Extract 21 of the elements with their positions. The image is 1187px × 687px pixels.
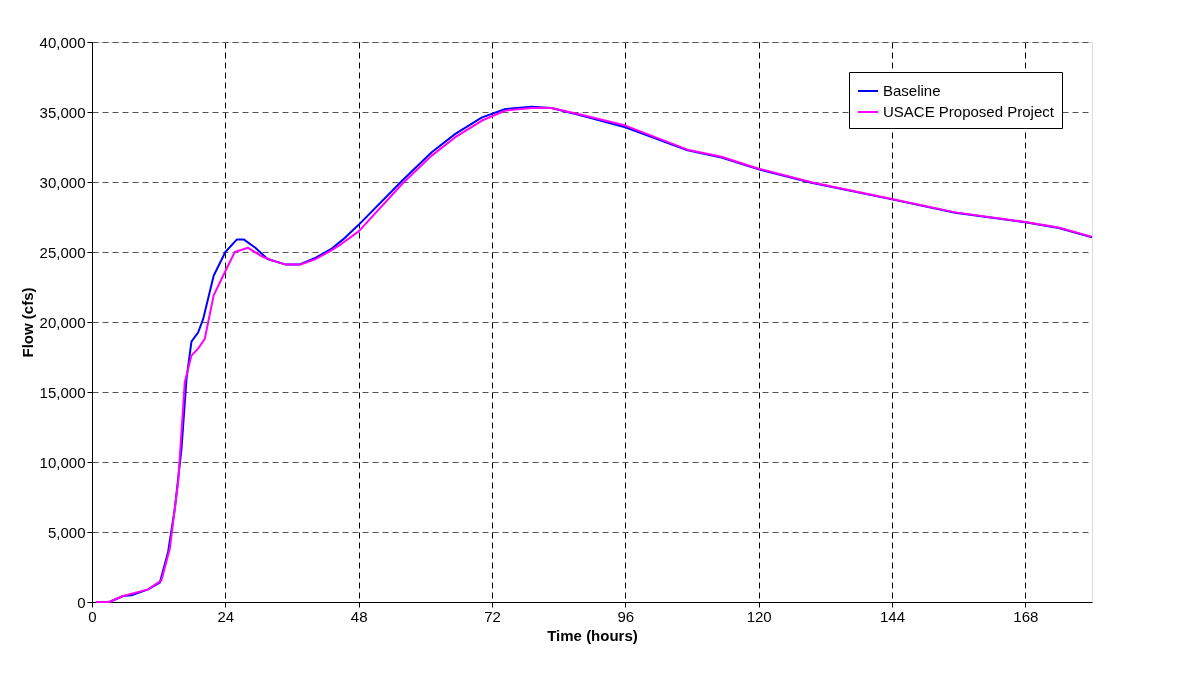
y-axis-title: Flow (cfs) bbox=[18, 287, 36, 358]
legend-label: Baseline bbox=[883, 82, 941, 99]
x-tick-label: 72 bbox=[484, 607, 501, 625]
x-tick-label: 96 bbox=[617, 607, 635, 625]
x-tick-label: 48 bbox=[350, 607, 368, 625]
x-tick-label: 24 bbox=[217, 607, 235, 625]
y-tick-label: 40,000 bbox=[39, 33, 86, 51]
legend-label: USACE Proposed Project bbox=[883, 103, 1055, 120]
y-tick-label: 35,000 bbox=[39, 103, 86, 121]
x-axis-title: Time (hours) bbox=[547, 626, 638, 644]
y-tick-label: 5,000 bbox=[47, 523, 86, 541]
y-tick-label: 15,000 bbox=[39, 383, 86, 401]
y-tick-label: 20,000 bbox=[39, 313, 86, 331]
x-tick-label: 0 bbox=[88, 607, 97, 625]
x-tick-label: 120 bbox=[746, 607, 772, 625]
x-tick-label: 144 bbox=[879, 607, 906, 625]
y-tick-label: 0 bbox=[77, 593, 86, 611]
y-tick-label: 25,000 bbox=[39, 243, 86, 261]
y-tick-label: 30,000 bbox=[39, 173, 86, 191]
x-tick-label: 168 bbox=[1013, 607, 1039, 625]
y-tick-label: 10,000 bbox=[39, 453, 86, 471]
